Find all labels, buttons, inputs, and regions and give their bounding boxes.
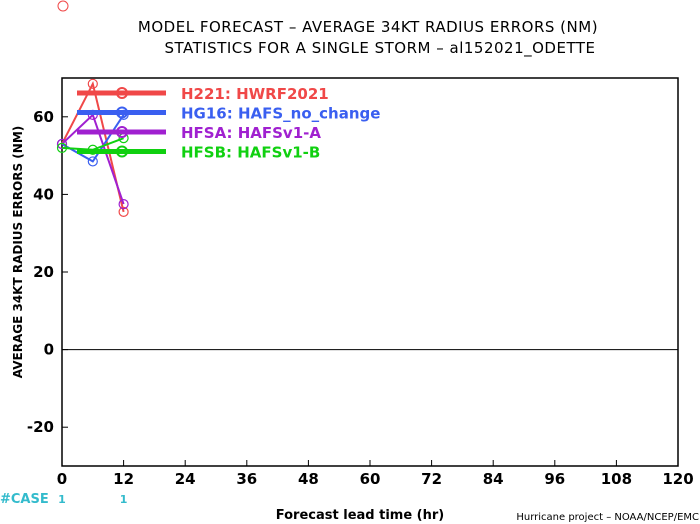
y-tick-label: 60 xyxy=(33,108,54,126)
x-axis-label: Forecast lead time (hr) xyxy=(276,508,444,523)
x-tick-label: 36 xyxy=(236,470,257,488)
x-tick-label: 60 xyxy=(360,470,381,488)
legend-marker xyxy=(116,106,128,119)
chart-title: MODEL FORECAST – AVERAGE 34KT RADIUS ERR… xyxy=(138,18,598,36)
chart-subtitle: STATISTICS FOR A SINGLE STORM – al152021… xyxy=(164,39,595,58)
case-count: 1 xyxy=(58,493,66,506)
data-point xyxy=(87,78,98,89)
series-group xyxy=(56,78,129,217)
case-count: 1 xyxy=(120,493,128,506)
data-point xyxy=(87,156,98,167)
data-point xyxy=(118,206,129,217)
x-tick-label: 12 xyxy=(113,470,134,488)
legend-entry: HG16: HAFS_no_change xyxy=(181,105,380,123)
x-tick-label: 48 xyxy=(298,470,319,488)
x-tick-label: 96 xyxy=(544,470,565,488)
data-point xyxy=(56,142,68,153)
x-tick-label: 108 xyxy=(601,470,632,488)
data-point xyxy=(118,199,129,210)
x-tick-label: 24 xyxy=(175,470,196,488)
x-axis-ticks: 0 12 24 36 48 60 72 84 96 108 120 xyxy=(57,460,694,488)
y-axis-ticks: -20 0 20 40 60 xyxy=(27,108,68,436)
y-tick-label: 40 xyxy=(33,185,54,203)
legend-marker xyxy=(116,87,128,99)
legend-entry: HFSB: HAFSv1-B xyxy=(181,144,320,162)
legend-entry: HFSA: HAFSv1-A xyxy=(181,124,321,142)
x-tick-label: 84 xyxy=(483,470,504,488)
y-tick-label: 20 xyxy=(33,263,54,281)
credit-text: Hurricane project – NOAA/NCEP/EMC xyxy=(516,512,699,523)
x-tick-label: 0 xyxy=(57,470,67,488)
series-line-hfsb xyxy=(61,137,124,151)
x-tick-label: 120 xyxy=(662,470,693,488)
plot-area: 0 12 24 36 48 60 72 84 96 108 120 -20 0 20 40 60 H221:… xyxy=(27,77,694,488)
case-label: #CASE xyxy=(0,492,49,507)
y-tick-label: -20 xyxy=(27,418,54,436)
y-tick-label: 0 xyxy=(44,341,54,359)
legend-marker xyxy=(116,145,128,158)
plot-frame xyxy=(61,77,679,467)
legend-entry: H221: HWRF2021 xyxy=(181,85,329,103)
series-line-h221 xyxy=(61,80,125,213)
y-axis-label: AVERAGE 34KT RADIUS ERRORS (NM) xyxy=(11,126,25,378)
legend: H221: HWRF2021 HG16: HAFS_no_changeHFSA: … xyxy=(77,85,380,162)
corner-marker xyxy=(57,0,69,12)
x-tick-label: 72 xyxy=(421,470,442,488)
legend-marker xyxy=(116,126,128,138)
